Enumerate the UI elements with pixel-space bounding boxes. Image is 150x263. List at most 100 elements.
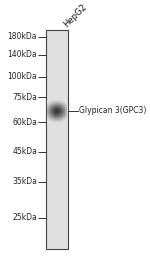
- Bar: [54, 120, 55, 121]
- Bar: [55, 110, 56, 111]
- Bar: [59, 112, 60, 113]
- Bar: [64, 119, 65, 120]
- Bar: [58, 109, 59, 110]
- Bar: [61, 113, 62, 114]
- Bar: [47, 117, 48, 118]
- Bar: [60, 117, 61, 118]
- Text: 25kDa: 25kDa: [12, 213, 37, 222]
- Bar: [61, 104, 62, 105]
- Bar: [65, 117, 66, 118]
- Bar: [59, 113, 60, 114]
- Bar: [58, 108, 59, 109]
- Bar: [52, 121, 53, 122]
- Text: 140kDa: 140kDa: [8, 50, 37, 59]
- Bar: [56, 108, 57, 109]
- Bar: [65, 106, 66, 107]
- Bar: [62, 107, 63, 108]
- Bar: [65, 108, 66, 109]
- Bar: [54, 103, 55, 104]
- Bar: [59, 104, 60, 105]
- Bar: [65, 104, 66, 105]
- Bar: [54, 105, 55, 106]
- Bar: [57, 112, 58, 113]
- Bar: [56, 119, 57, 120]
- Bar: [47, 114, 48, 115]
- Bar: [63, 121, 64, 122]
- Bar: [50, 118, 51, 119]
- Bar: [57, 106, 58, 107]
- Bar: [65, 100, 66, 101]
- Bar: [51, 107, 52, 108]
- Bar: [55, 101, 56, 102]
- Bar: [54, 114, 55, 115]
- Bar: [62, 112, 63, 113]
- Bar: [57, 116, 58, 117]
- Bar: [66, 111, 67, 112]
- Bar: [63, 109, 64, 110]
- Bar: [52, 104, 53, 105]
- Bar: [49, 100, 50, 101]
- Bar: [51, 110, 52, 111]
- Bar: [49, 113, 50, 114]
- Bar: [53, 120, 54, 121]
- Bar: [47, 107, 48, 108]
- Bar: [55, 111, 56, 112]
- Bar: [57, 102, 58, 103]
- Bar: [48, 116, 49, 117]
- Bar: [48, 107, 49, 108]
- Bar: [65, 105, 66, 106]
- Bar: [50, 106, 51, 107]
- Bar: [47, 102, 48, 103]
- Bar: [57, 103, 58, 104]
- Bar: [55, 104, 56, 105]
- Bar: [51, 105, 52, 106]
- Bar: [47, 102, 48, 103]
- Bar: [56, 112, 57, 113]
- Bar: [50, 109, 51, 110]
- Bar: [60, 120, 61, 121]
- Bar: [51, 117, 52, 118]
- Bar: [65, 107, 66, 108]
- Bar: [59, 100, 60, 101]
- Bar: [59, 116, 60, 117]
- Bar: [52, 101, 53, 102]
- Bar: [55, 100, 56, 101]
- Bar: [61, 101, 62, 102]
- Bar: [61, 121, 62, 122]
- Bar: [64, 116, 65, 117]
- Bar: [48, 103, 49, 104]
- Bar: [55, 102, 56, 103]
- Bar: [49, 102, 50, 103]
- Bar: [66, 110, 67, 111]
- Bar: [59, 119, 60, 120]
- Bar: [51, 121, 52, 122]
- Bar: [60, 108, 61, 109]
- Bar: [49, 106, 50, 107]
- Bar: [49, 107, 50, 108]
- Bar: [56, 104, 57, 105]
- Bar: [66, 116, 67, 117]
- Bar: [57, 103, 58, 104]
- Bar: [52, 117, 53, 118]
- Bar: [61, 114, 62, 115]
- Bar: [62, 104, 63, 105]
- Bar: [66, 111, 67, 112]
- Bar: [57, 119, 58, 120]
- Bar: [62, 113, 63, 114]
- Bar: [61, 106, 62, 107]
- Bar: [55, 118, 56, 119]
- Bar: [58, 120, 59, 121]
- Bar: [58, 101, 59, 102]
- Bar: [61, 107, 62, 108]
- Bar: [60, 103, 61, 104]
- Bar: [59, 107, 60, 108]
- Bar: [52, 106, 53, 107]
- Bar: [52, 101, 53, 102]
- Bar: [59, 100, 60, 101]
- Bar: [62, 109, 63, 110]
- Bar: [54, 118, 55, 119]
- Bar: [51, 102, 52, 103]
- Bar: [61, 118, 62, 119]
- Bar: [56, 107, 57, 108]
- Bar: [61, 108, 62, 109]
